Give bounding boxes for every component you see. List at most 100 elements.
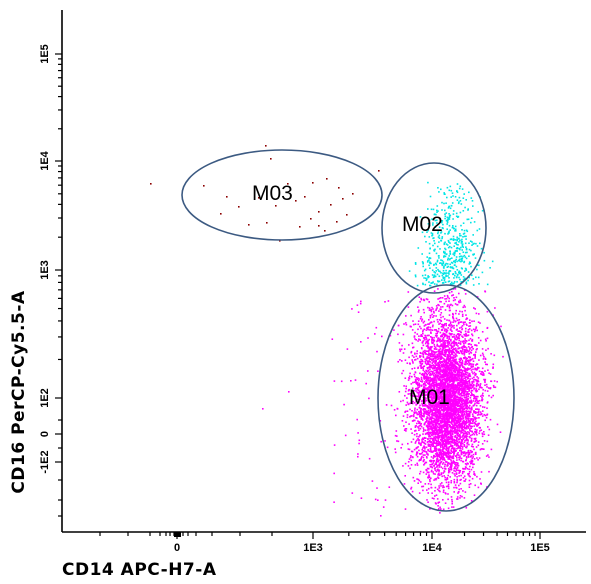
event-m01 (452, 408, 454, 410)
event-m01 (421, 363, 424, 365)
event-m01 (429, 365, 432, 368)
event-m01 (426, 334, 429, 337)
event-m01 (439, 354, 442, 356)
event-m01 (458, 484, 460, 487)
event-m01 (464, 427, 467, 430)
event-m01 (434, 359, 436, 362)
event-m01 (475, 399, 478, 401)
event-m01 (419, 453, 421, 455)
event-m01 (407, 379, 410, 381)
event-m01 (419, 355, 421, 357)
event-m01 (435, 332, 437, 335)
event-m01 (460, 326, 463, 328)
event-m01 (481, 415, 484, 417)
event-m01 (429, 374, 431, 376)
event-m01 (459, 333, 462, 336)
event-m01 (454, 303, 457, 305)
event-m01 (481, 387, 483, 389)
event-m01 (422, 340, 425, 342)
event-m01 (432, 384, 434, 387)
event-m01 (443, 414, 445, 417)
event-m01 (427, 393, 429, 395)
event-m01 (435, 383, 437, 386)
event-m01 (465, 347, 468, 349)
event-m01 (458, 352, 461, 354)
event-m01 (440, 369, 442, 371)
event-m01 (492, 367, 494, 369)
event-m01 (455, 411, 458, 413)
event-m01 (434, 394, 436, 396)
event-m01 (468, 375, 471, 377)
event-m01 (468, 381, 471, 384)
event-m01 (448, 399, 451, 402)
event-m01 (442, 384, 444, 386)
event-m01 (453, 319, 455, 322)
event-m01 (435, 413, 437, 415)
event-m01 (466, 392, 468, 394)
event-m01 (441, 378, 444, 381)
event-m01 (452, 368, 454, 370)
event-m01 (444, 401, 447, 404)
event-m01 (441, 441, 444, 443)
event-m01 (439, 420, 442, 422)
event-m01 (470, 363, 473, 365)
event-m01 (423, 445, 425, 447)
event-m01 (475, 351, 477, 353)
event-m01 (465, 463, 468, 466)
event-m01 (426, 375, 428, 378)
event-m01 (440, 446, 442, 448)
event-m01 (429, 376, 431, 379)
event-m01 (435, 363, 437, 366)
event-m01 (420, 298, 423, 301)
event-m01 (435, 330, 438, 332)
event-m01 (454, 447, 456, 450)
event-m01 (438, 363, 441, 366)
event-m01 (451, 378, 453, 380)
event-m01 (443, 318, 446, 320)
event-m01 (445, 435, 447, 437)
event-m01 (474, 344, 476, 346)
event-m01 (431, 432, 434, 435)
event-m01 (474, 354, 476, 357)
event-m01 (447, 453, 450, 456)
event-m01 (456, 466, 459, 468)
event-m01 (469, 363, 471, 365)
event-m01 (485, 349, 487, 351)
event-m01 (395, 414, 397, 417)
event-m01 (440, 306, 442, 308)
event-m01 (462, 438, 464, 440)
event-m01 (464, 480, 466, 482)
event-m01 (437, 298, 439, 300)
event-m01 (480, 429, 483, 431)
event-m01 (446, 393, 448, 395)
event-m01 (464, 491, 467, 493)
event-m01 (424, 401, 426, 403)
event-m01 (455, 341, 457, 344)
event-m01 (431, 359, 433, 362)
event-m01 (464, 346, 467, 348)
event-m01 (446, 405, 449, 408)
event-m01 (460, 443, 462, 445)
event-m01 (430, 372, 432, 375)
event-m01 (448, 364, 451, 366)
event-m01 (423, 381, 426, 383)
event-m01 (442, 399, 444, 402)
event-m01 (427, 328, 429, 331)
event-m01 (474, 484, 476, 487)
event-m01 (433, 366, 435, 369)
event-m01 (452, 342, 454, 345)
event-m01 (475, 397, 477, 400)
event-m01 (435, 364, 437, 366)
event-m01 (428, 420, 430, 423)
event-m01 (444, 383, 447, 386)
event-m01 (433, 381, 436, 384)
event-m01 (442, 412, 445, 415)
event-m01 (429, 400, 431, 403)
event-m01 (431, 342, 433, 344)
event-m01 (420, 367, 422, 369)
event-m01 (475, 348, 478, 351)
event-m01 (439, 441, 441, 444)
event-m01 (415, 377, 418, 379)
event-m01 (470, 391, 472, 394)
event-m01 (432, 457, 434, 459)
